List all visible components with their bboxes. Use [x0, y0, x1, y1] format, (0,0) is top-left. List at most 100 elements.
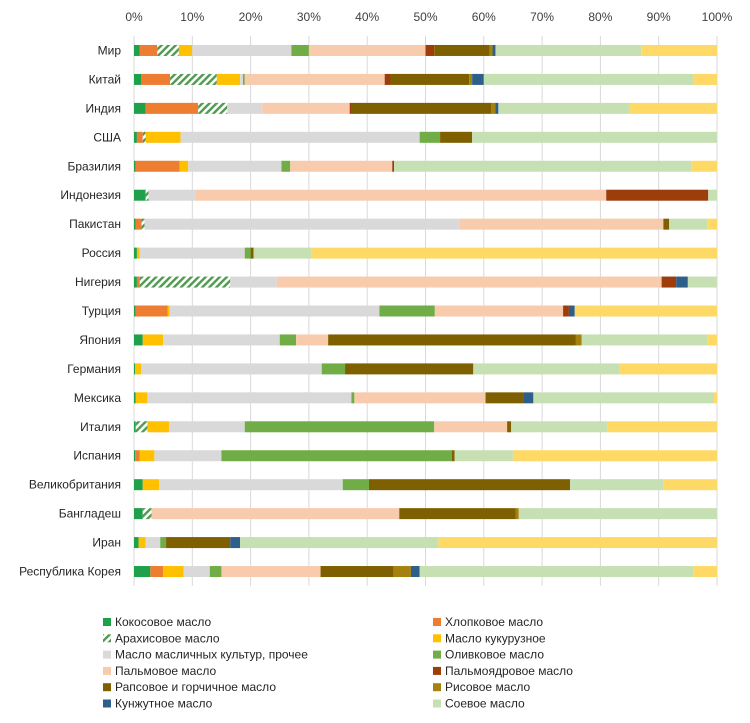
category-label: Индонезия [60, 188, 121, 202]
bars [134, 44, 717, 578]
bar-segment [434, 421, 508, 433]
bar-segment [581, 334, 708, 346]
bar-segment [134, 102, 146, 114]
category-label: Великобритания [29, 478, 121, 492]
bar-segment [714, 392, 717, 404]
bar-segment [279, 334, 297, 346]
bar-segment [168, 421, 245, 433]
bar-segment [483, 73, 694, 85]
bar-segment [147, 392, 352, 404]
bar-segment [676, 276, 688, 288]
legend-swatch [433, 699, 441, 708]
bar-segment [154, 450, 222, 462]
bar-segment [134, 363, 136, 375]
bar-segment [489, 44, 493, 56]
bar-segment [145, 102, 199, 114]
x-tick-label: 0% [125, 10, 143, 24]
bar-segment [166, 537, 231, 549]
bar-segment [351, 102, 492, 114]
bar-segment [512, 450, 717, 462]
bar-segment [419, 566, 694, 578]
bar-segment [629, 102, 717, 114]
bar-segment [141, 218, 145, 230]
bar-segment [134, 334, 143, 346]
bar-segment [661, 276, 677, 288]
bar-segment [135, 450, 140, 462]
bar-segment [574, 305, 717, 317]
bar-segment [136, 247, 140, 259]
bar-segment [135, 305, 168, 317]
bar-segment [134, 218, 136, 230]
bar-segment [311, 247, 717, 259]
x-tick-label: 60% [472, 10, 496, 24]
category-label: Мексика [74, 391, 121, 405]
bar-segment [147, 421, 169, 433]
legend-swatch [103, 634, 111, 643]
bar-segment [440, 131, 473, 143]
bar-segment [159, 479, 343, 491]
category-label: Германия [67, 362, 121, 376]
x-tick-label: 80% [588, 10, 612, 24]
category-label: Испания [73, 449, 121, 463]
bar-segment [345, 363, 474, 375]
bar-segment [230, 276, 277, 288]
bar-segment [507, 421, 512, 433]
bar-segment [169, 305, 380, 317]
x-tick-label: 50% [413, 10, 437, 24]
bar-segment [145, 131, 181, 143]
bar-segment [170, 73, 217, 85]
bar-segment [209, 566, 222, 578]
bar-segment [663, 479, 717, 491]
bar-segment [230, 537, 241, 549]
bar-segment [136, 131, 143, 143]
bar-segment [136, 276, 140, 288]
bar-segment [145, 537, 161, 549]
bar-segment [188, 160, 282, 172]
bar-segment [179, 160, 189, 172]
bar-segment [135, 363, 141, 375]
category-label: Индия [86, 101, 121, 115]
bar-segment [438, 537, 717, 549]
category-labels: Мир Китай Индия США Бразилия Индонезия Пакиста… [19, 43, 121, 578]
legend-label: Соевое масло [445, 697, 525, 711]
bar-segment [134, 479, 143, 491]
bar-segment [290, 160, 393, 172]
bar-segment [227, 102, 263, 114]
category-label: Италия [80, 420, 121, 434]
bar-segment [511, 421, 608, 433]
bar-segment [498, 102, 630, 114]
bar-segment [570, 479, 664, 491]
bar-segment [216, 73, 241, 85]
legend-swatch [433, 618, 441, 626]
bar-segment [495, 102, 499, 114]
legend-label: Оливковое масло [445, 648, 544, 662]
bar-segment [139, 247, 245, 259]
bar-segment [518, 508, 717, 520]
category-label: Республика Корея [19, 565, 121, 579]
bar-segment [349, 102, 352, 114]
bar-segment [134, 508, 143, 520]
bar-segment [140, 73, 171, 85]
bar-segment [134, 566, 151, 578]
bar-segment [142, 131, 146, 143]
legend: Кокосовое масло Хлопковое масло Арахисовое… [103, 615, 573, 711]
bar-segment [354, 392, 486, 404]
bar-segment [425, 44, 435, 56]
bar-segment [472, 131, 717, 143]
bar-segment [243, 73, 245, 85]
bar-segment [568, 305, 575, 317]
bar-segment [142, 479, 160, 491]
bar-segment [140, 363, 322, 375]
legend-swatch [103, 699, 111, 708]
bar-segment [533, 392, 715, 404]
legend-label: Пальмовое масло [115, 664, 216, 678]
bar-segment [296, 334, 329, 346]
legend-swatch [103, 666, 111, 675]
bar-segment [150, 566, 164, 578]
bar-segment [434, 305, 564, 317]
bar-segment [163, 566, 184, 578]
bar-segment [472, 73, 484, 85]
bar-segment [459, 218, 664, 230]
category-label: Пакистан [69, 217, 121, 231]
